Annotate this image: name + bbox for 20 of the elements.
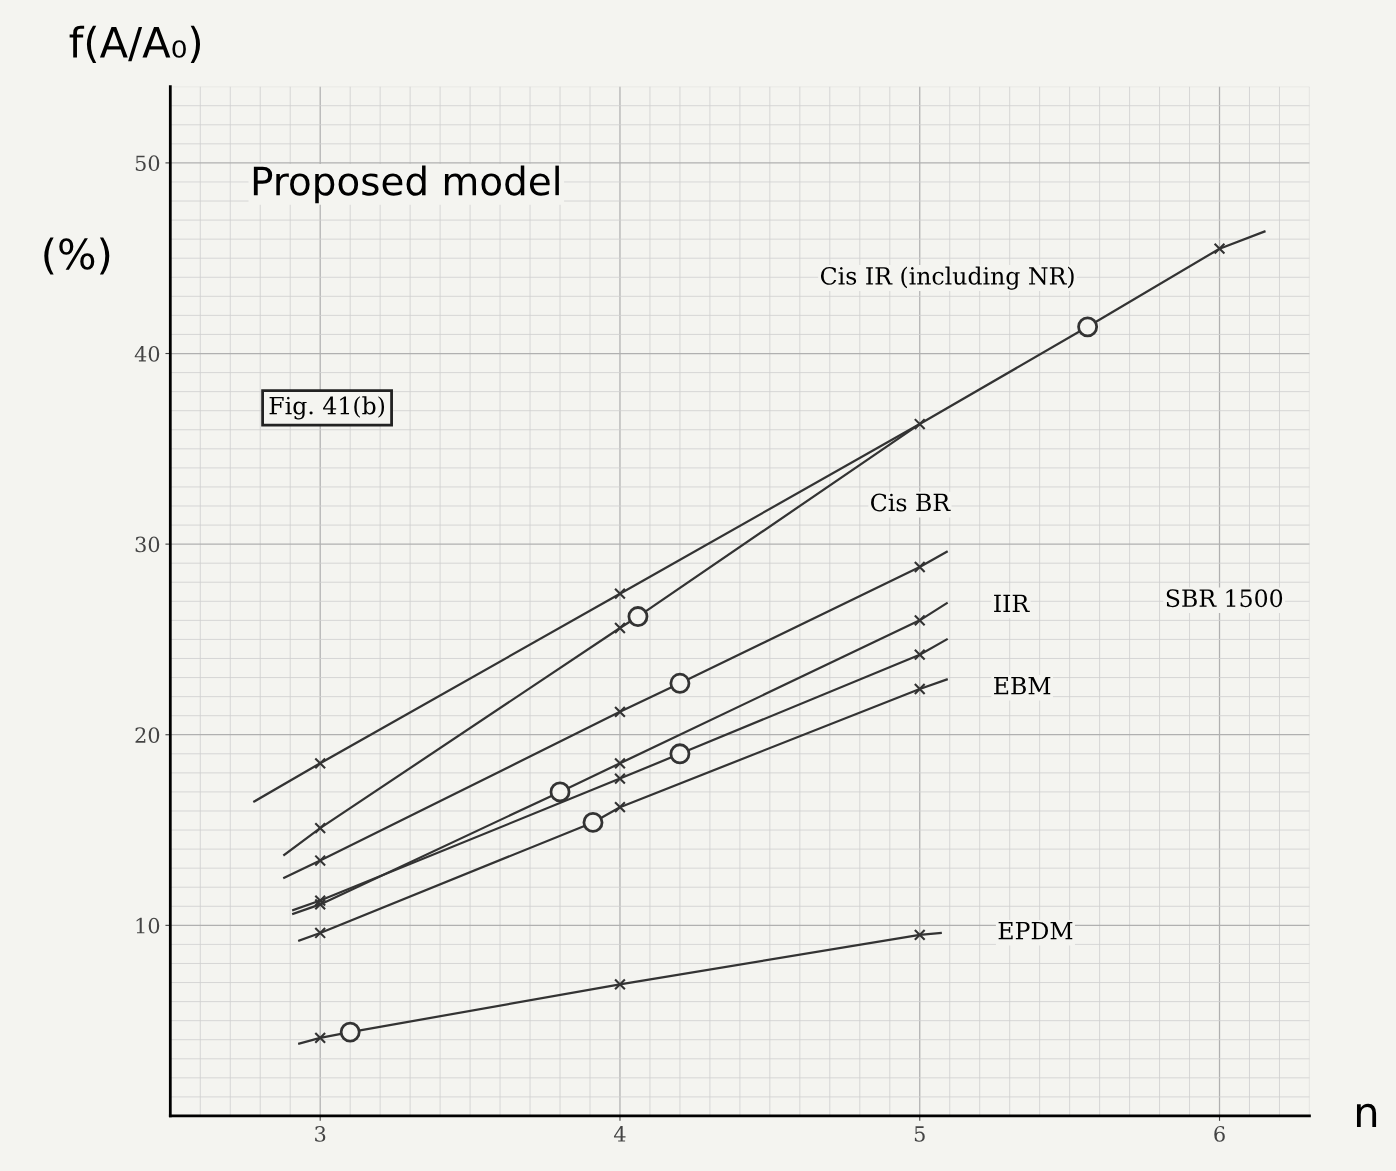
annotation: EPDM	[998, 922, 1073, 940]
text: (%)	[44, 237, 110, 275]
annotation: IIR	[994, 594, 1030, 612]
y-tick-label: 10	[136, 917, 160, 934]
y-tick-label: 20	[135, 727, 160, 743]
annotation: Proposed model	[253, 165, 559, 204]
x-axis-title: n	[1356, 1103, 1377, 1128]
annotation: SBR 1500	[1166, 589, 1283, 608]
annotation: EBM	[994, 677, 1051, 695]
y-tick-label: 50	[135, 155, 160, 172]
x-tick-label: 3	[315, 1126, 326, 1142]
x-tick-label: 6	[1214, 1126, 1225, 1142]
annotation: Cis IR (including NR)	[820, 266, 1074, 290]
annotation: Cis BR	[871, 493, 951, 512]
y-tick-label: 30	[135, 536, 160, 553]
x-tick-label: 4	[613, 1126, 626, 1142]
y-tick-label: 40	[134, 345, 160, 362]
x-tick-label: 5	[914, 1126, 925, 1142]
y-axis-title: f(A/A₀)	[69, 25, 201, 63]
annotation: Fig. 41(b)	[269, 396, 385, 420]
